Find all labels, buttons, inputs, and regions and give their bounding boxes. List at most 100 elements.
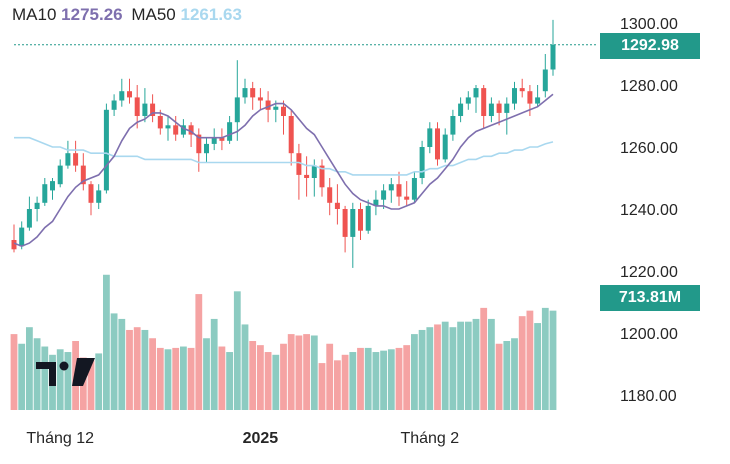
x-tick-label: Tháng 2 xyxy=(400,430,459,447)
volume-bar xyxy=(480,307,488,410)
candle-body xyxy=(157,116,163,129)
volume-bar xyxy=(249,341,257,410)
candle-body xyxy=(103,109,109,191)
volume-bar xyxy=(210,318,218,410)
candle xyxy=(227,116,233,144)
candle xyxy=(381,184,387,209)
volume-bar xyxy=(180,346,187,410)
volume-bar xyxy=(18,343,26,410)
candle xyxy=(26,196,32,231)
volume-bar xyxy=(141,329,149,410)
candle-body xyxy=(188,125,194,135)
candle-body xyxy=(19,227,25,247)
tradingview-logo[interactable] xyxy=(36,358,95,386)
volume-bar xyxy=(187,347,195,410)
candle xyxy=(242,78,248,104)
candle-body xyxy=(65,153,71,166)
time-axis[interactable]: Tháng 12 2025 Tháng 2 xyxy=(26,430,459,447)
candlesticks[interactable] xyxy=(11,19,556,268)
candle-body xyxy=(550,44,556,70)
candle xyxy=(211,128,217,151)
volume-bar xyxy=(272,354,280,410)
last-price-tag: 1292.98 xyxy=(600,33,700,59)
candle-body xyxy=(257,97,263,101)
candle-body xyxy=(450,116,456,135)
candle-body xyxy=(496,103,502,113)
candle-body xyxy=(458,103,464,116)
candle-body xyxy=(57,165,63,185)
volume-bar xyxy=(434,324,441,410)
candle-body xyxy=(196,134,202,154)
candle-body xyxy=(435,128,440,160)
candle xyxy=(504,97,510,135)
y-tick-label: 1200.00 xyxy=(620,326,678,343)
ma10-label: MA10 xyxy=(12,5,57,24)
volume-bar xyxy=(403,345,411,410)
candle xyxy=(134,85,140,129)
volume-bar xyxy=(387,349,395,410)
volume-bar xyxy=(549,310,557,410)
candle-body xyxy=(535,97,541,104)
candle xyxy=(150,94,156,123)
volume-bar xyxy=(464,321,472,410)
volume-bar xyxy=(56,349,64,410)
candle xyxy=(50,178,55,200)
candle xyxy=(334,184,340,225)
y-tick-label: 1240.00 xyxy=(620,202,678,219)
candle-body xyxy=(327,187,333,203)
candle xyxy=(550,19,556,76)
volume-bar xyxy=(349,352,357,410)
volume-bar xyxy=(341,354,349,410)
candle xyxy=(473,85,479,113)
volume-bar xyxy=(534,323,541,410)
candle xyxy=(250,81,256,110)
volume-bar xyxy=(64,352,72,410)
candle-body xyxy=(111,100,117,110)
candle xyxy=(11,224,17,253)
candle-body xyxy=(165,125,171,129)
volume-bar xyxy=(418,329,426,410)
candle-body xyxy=(180,125,186,135)
volume-bar xyxy=(472,318,480,410)
candle-body xyxy=(381,190,387,200)
volume-bar xyxy=(380,350,387,410)
candle-body xyxy=(96,190,102,203)
candle xyxy=(373,190,379,216)
volume-bar xyxy=(326,343,334,410)
volume-bar xyxy=(87,360,95,410)
y-tick-label: 1300.00 xyxy=(620,16,678,33)
candle xyxy=(342,205,348,253)
volume-bar xyxy=(133,327,141,410)
candle-body xyxy=(488,103,494,116)
ma-legend[interactable]: MA10 1275.26 MA50 1261.63 xyxy=(12,5,242,25)
candle xyxy=(165,116,171,141)
volume-bar xyxy=(441,321,449,410)
volume-bar xyxy=(457,321,464,410)
candle xyxy=(73,140,79,172)
price-axis[interactable]: 1300.00 1280.00 1260.00 1240.00 1220.00 1200.… xyxy=(620,16,678,405)
candle-body xyxy=(527,91,533,104)
candle xyxy=(358,202,363,240)
candle-body xyxy=(350,209,356,237)
candle xyxy=(458,97,464,123)
volume-bar xyxy=(95,353,103,410)
moving-averages xyxy=(13,93,554,248)
candle-body xyxy=(281,106,286,116)
volume-bar xyxy=(226,352,233,410)
volume-bar xyxy=(495,343,503,410)
candle-body xyxy=(250,88,256,98)
volume-bar xyxy=(218,346,226,410)
x-tick-label: 2025 xyxy=(243,430,279,447)
volume-bar xyxy=(280,343,287,410)
volume-bar xyxy=(395,347,403,410)
volume-bar xyxy=(518,316,526,410)
candle xyxy=(281,100,286,135)
candle-body xyxy=(512,88,517,104)
volume-bar xyxy=(541,307,549,410)
volume-bar xyxy=(372,352,380,410)
volume-bar xyxy=(118,318,126,410)
candle xyxy=(396,171,402,206)
candle-body xyxy=(150,103,156,116)
candle xyxy=(319,159,325,197)
